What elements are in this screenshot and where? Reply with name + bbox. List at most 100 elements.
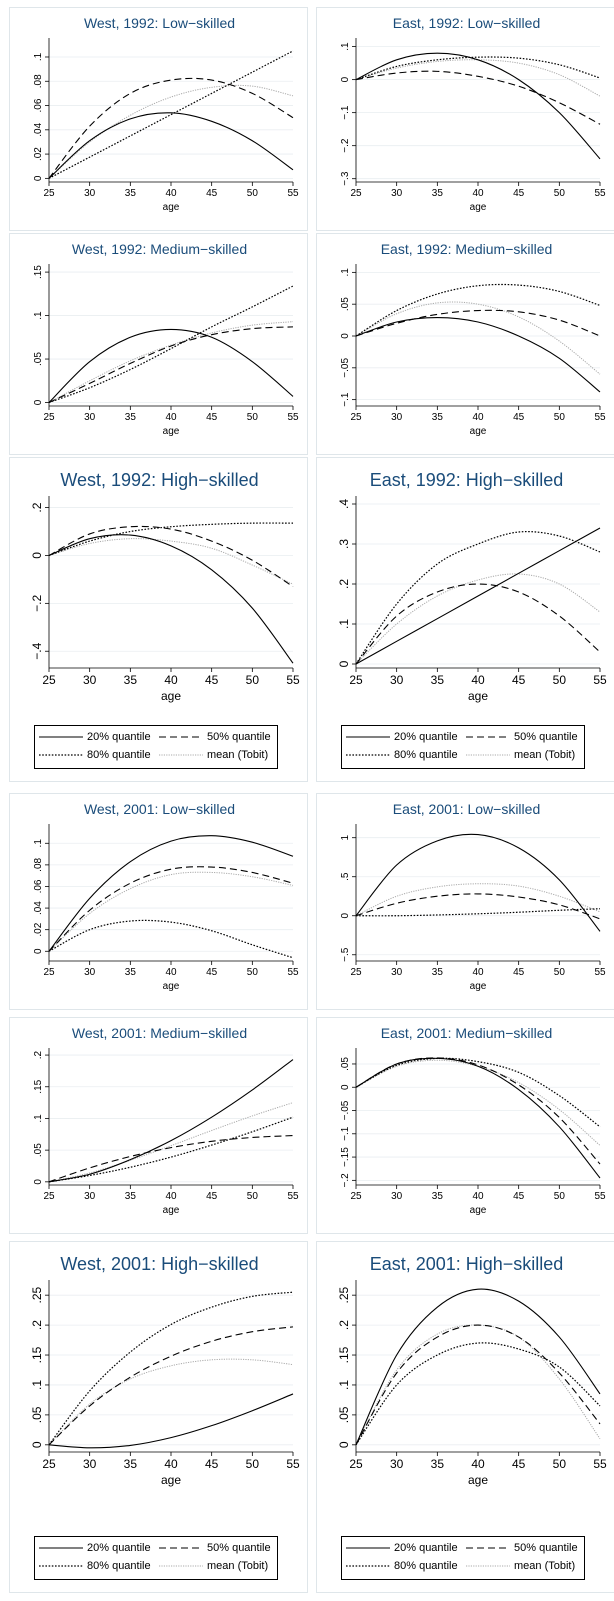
y-tick-label: .04 bbox=[33, 122, 44, 136]
series-line-q80 bbox=[48, 285, 294, 404]
x-tick-label: 55 bbox=[593, 1457, 607, 1471]
x-tick-label: 50 bbox=[247, 1191, 259, 1202]
legend-swatch bbox=[39, 1565, 83, 1567]
legend-label: 50% quantile bbox=[514, 731, 578, 743]
series-line-mean bbox=[48, 1358, 294, 1446]
x-tick-label: 50 bbox=[246, 1457, 260, 1471]
series-line-q80 bbox=[355, 56, 601, 81]
legend-label: mean (Tobit) bbox=[207, 1560, 269, 1572]
legend-label: 20% quantile bbox=[394, 1542, 458, 1554]
y-tick-label: .05 bbox=[33, 1143, 44, 1157]
x-tick-label: 30 bbox=[391, 967, 403, 978]
series-line-mean bbox=[48, 871, 294, 952]
chart-panel: West, 1992: Medium−skilled 0 .05 .1 .15 25 30 3… bbox=[9, 233, 308, 455]
y-tick-label: .1 bbox=[337, 1380, 351, 1390]
x-tick-label: 45 bbox=[206, 967, 218, 978]
chart-title: West, 2001: Low−skilled bbox=[84, 801, 235, 817]
x-tick-label: 50 bbox=[554, 412, 566, 423]
series-line-q50 bbox=[48, 525, 294, 588]
x-tick-label: 45 bbox=[513, 412, 525, 423]
series-line-q80 bbox=[355, 1342, 601, 1446]
series-line-q50 bbox=[355, 1057, 601, 1165]
legend-swatch bbox=[466, 754, 510, 756]
x-tick-label: 40 bbox=[472, 412, 484, 423]
series-line-mean bbox=[355, 301, 601, 375]
x-tick-label: 25 bbox=[42, 1457, 56, 1471]
chart-title: West, 2001: High−skilled bbox=[60, 1254, 258, 1274]
legend-swatch bbox=[39, 736, 83, 738]
legend-label: 50% quantile bbox=[207, 1542, 271, 1554]
x-tick-label: 25 bbox=[43, 1191, 55, 1202]
x-tick-label: 45 bbox=[513, 188, 525, 199]
x-tick-label: 35 bbox=[124, 673, 138, 687]
chart-panel: East, 2001: Low−skilled −.5 0 .5 1 25 30 35 40 45… bbox=[316, 793, 614, 1010]
y-tick-label: 0 bbox=[33, 399, 44, 405]
x-tick-label: 55 bbox=[287, 1191, 299, 1202]
y-tick-label: 0 bbox=[337, 1441, 351, 1448]
legend-item-q80: 80% quantile bbox=[39, 749, 151, 761]
y-tick-label: 0 bbox=[340, 333, 351, 339]
x-tick-label: 25 bbox=[350, 967, 362, 978]
y-tick-label: .1 bbox=[340, 268, 351, 277]
x-tick-label: 45 bbox=[205, 1457, 219, 1471]
series-line-mean bbox=[48, 1102, 294, 1183]
x-tick-label: 50 bbox=[247, 188, 259, 199]
x-tick-label: 35 bbox=[432, 967, 444, 978]
series-line-q20 bbox=[48, 835, 294, 952]
x-tick-label: 55 bbox=[594, 188, 606, 199]
y-tick-label: .08 bbox=[33, 857, 44, 871]
y-tick-label: 0 bbox=[30, 552, 44, 559]
series-line-q80 bbox=[48, 522, 294, 557]
x-tick-label: 40 bbox=[165, 188, 177, 199]
y-tick-label: .15 bbox=[30, 1346, 44, 1363]
legend-swatch bbox=[159, 754, 203, 756]
chart-panel: West, 1992: Low−skilled 0 .02 .04 .06 .08 .1 25… bbox=[9, 7, 308, 231]
y-tick-label: .25 bbox=[30, 1287, 44, 1304]
y-tick-label: −.4 bbox=[30, 642, 44, 659]
x-tick-label: 55 bbox=[287, 967, 299, 978]
chart-svg: West, 2001: High−skilled 0 .05 .1 .15 .2 .25 25… bbox=[30, 1254, 300, 1487]
x-axis-label: age bbox=[161, 1473, 181, 1487]
y-tick-label: .1 bbox=[337, 619, 351, 629]
x-tick-label: 25 bbox=[42, 673, 56, 687]
x-tick-label: 45 bbox=[513, 1191, 525, 1202]
y-tick-label: .5 bbox=[340, 872, 351, 881]
legend-swatch bbox=[466, 1547, 510, 1549]
y-tick-label: −.3 bbox=[340, 171, 351, 186]
y-tick-label: 0 bbox=[340, 913, 351, 919]
legend-item-q20: 20% quantile bbox=[346, 1542, 458, 1554]
x-tick-label: 35 bbox=[432, 1191, 444, 1202]
x-tick-label: 50 bbox=[553, 673, 567, 687]
x-tick-label: 30 bbox=[84, 967, 96, 978]
series-line-mean bbox=[48, 84, 294, 179]
x-tick-label: 50 bbox=[247, 967, 259, 978]
x-axis-label: age bbox=[163, 1205, 180, 1216]
chart-svg: East, 2001: High−skilled 0 .05 .1 .15 .2 .25 25… bbox=[337, 1254, 607, 1487]
legend-swatch bbox=[466, 1565, 510, 1567]
y-tick-label: −.2 bbox=[340, 1173, 351, 1188]
series-line-q50 bbox=[48, 326, 294, 404]
series-line-mean bbox=[355, 1059, 601, 1146]
x-tick-label: 45 bbox=[513, 967, 525, 978]
chart-panel: West, 2001: Medium−skilled 0 .05 .1 .15 .2 25 3… bbox=[9, 1017, 308, 1234]
y-tick-label: .4 bbox=[337, 499, 351, 509]
x-tick-label: 25 bbox=[43, 188, 55, 199]
x-tick-label: 25 bbox=[349, 1457, 363, 1471]
series-line-q20 bbox=[355, 1288, 601, 1446]
series-line-q50 bbox=[48, 1326, 294, 1446]
x-axis-label: age bbox=[161, 689, 181, 703]
x-tick-label: 30 bbox=[390, 1457, 404, 1471]
series-line-q50 bbox=[48, 1135, 294, 1183]
legend-item-mean: mean (Tobit) bbox=[159, 749, 268, 761]
series-line-q80 bbox=[48, 919, 294, 959]
x-tick-label: 30 bbox=[84, 188, 96, 199]
legend-item-q80: 80% quantile bbox=[346, 749, 458, 761]
x-axis-label: age bbox=[470, 981, 487, 992]
x-tick-label: 35 bbox=[125, 967, 137, 978]
legend-item-q50: 50% quantile bbox=[466, 731, 578, 743]
legend: 20% quantile 50% quantile 80% quantile mean… bbox=[341, 1536, 585, 1580]
series-line-q20 bbox=[355, 527, 601, 665]
legend-label: 50% quantile bbox=[514, 1542, 578, 1554]
y-tick-label: .05 bbox=[340, 297, 351, 311]
chart-svg: East, 2001: Medium−skilled −.2 −.15 −.1 −.05… bbox=[340, 1025, 606, 1216]
